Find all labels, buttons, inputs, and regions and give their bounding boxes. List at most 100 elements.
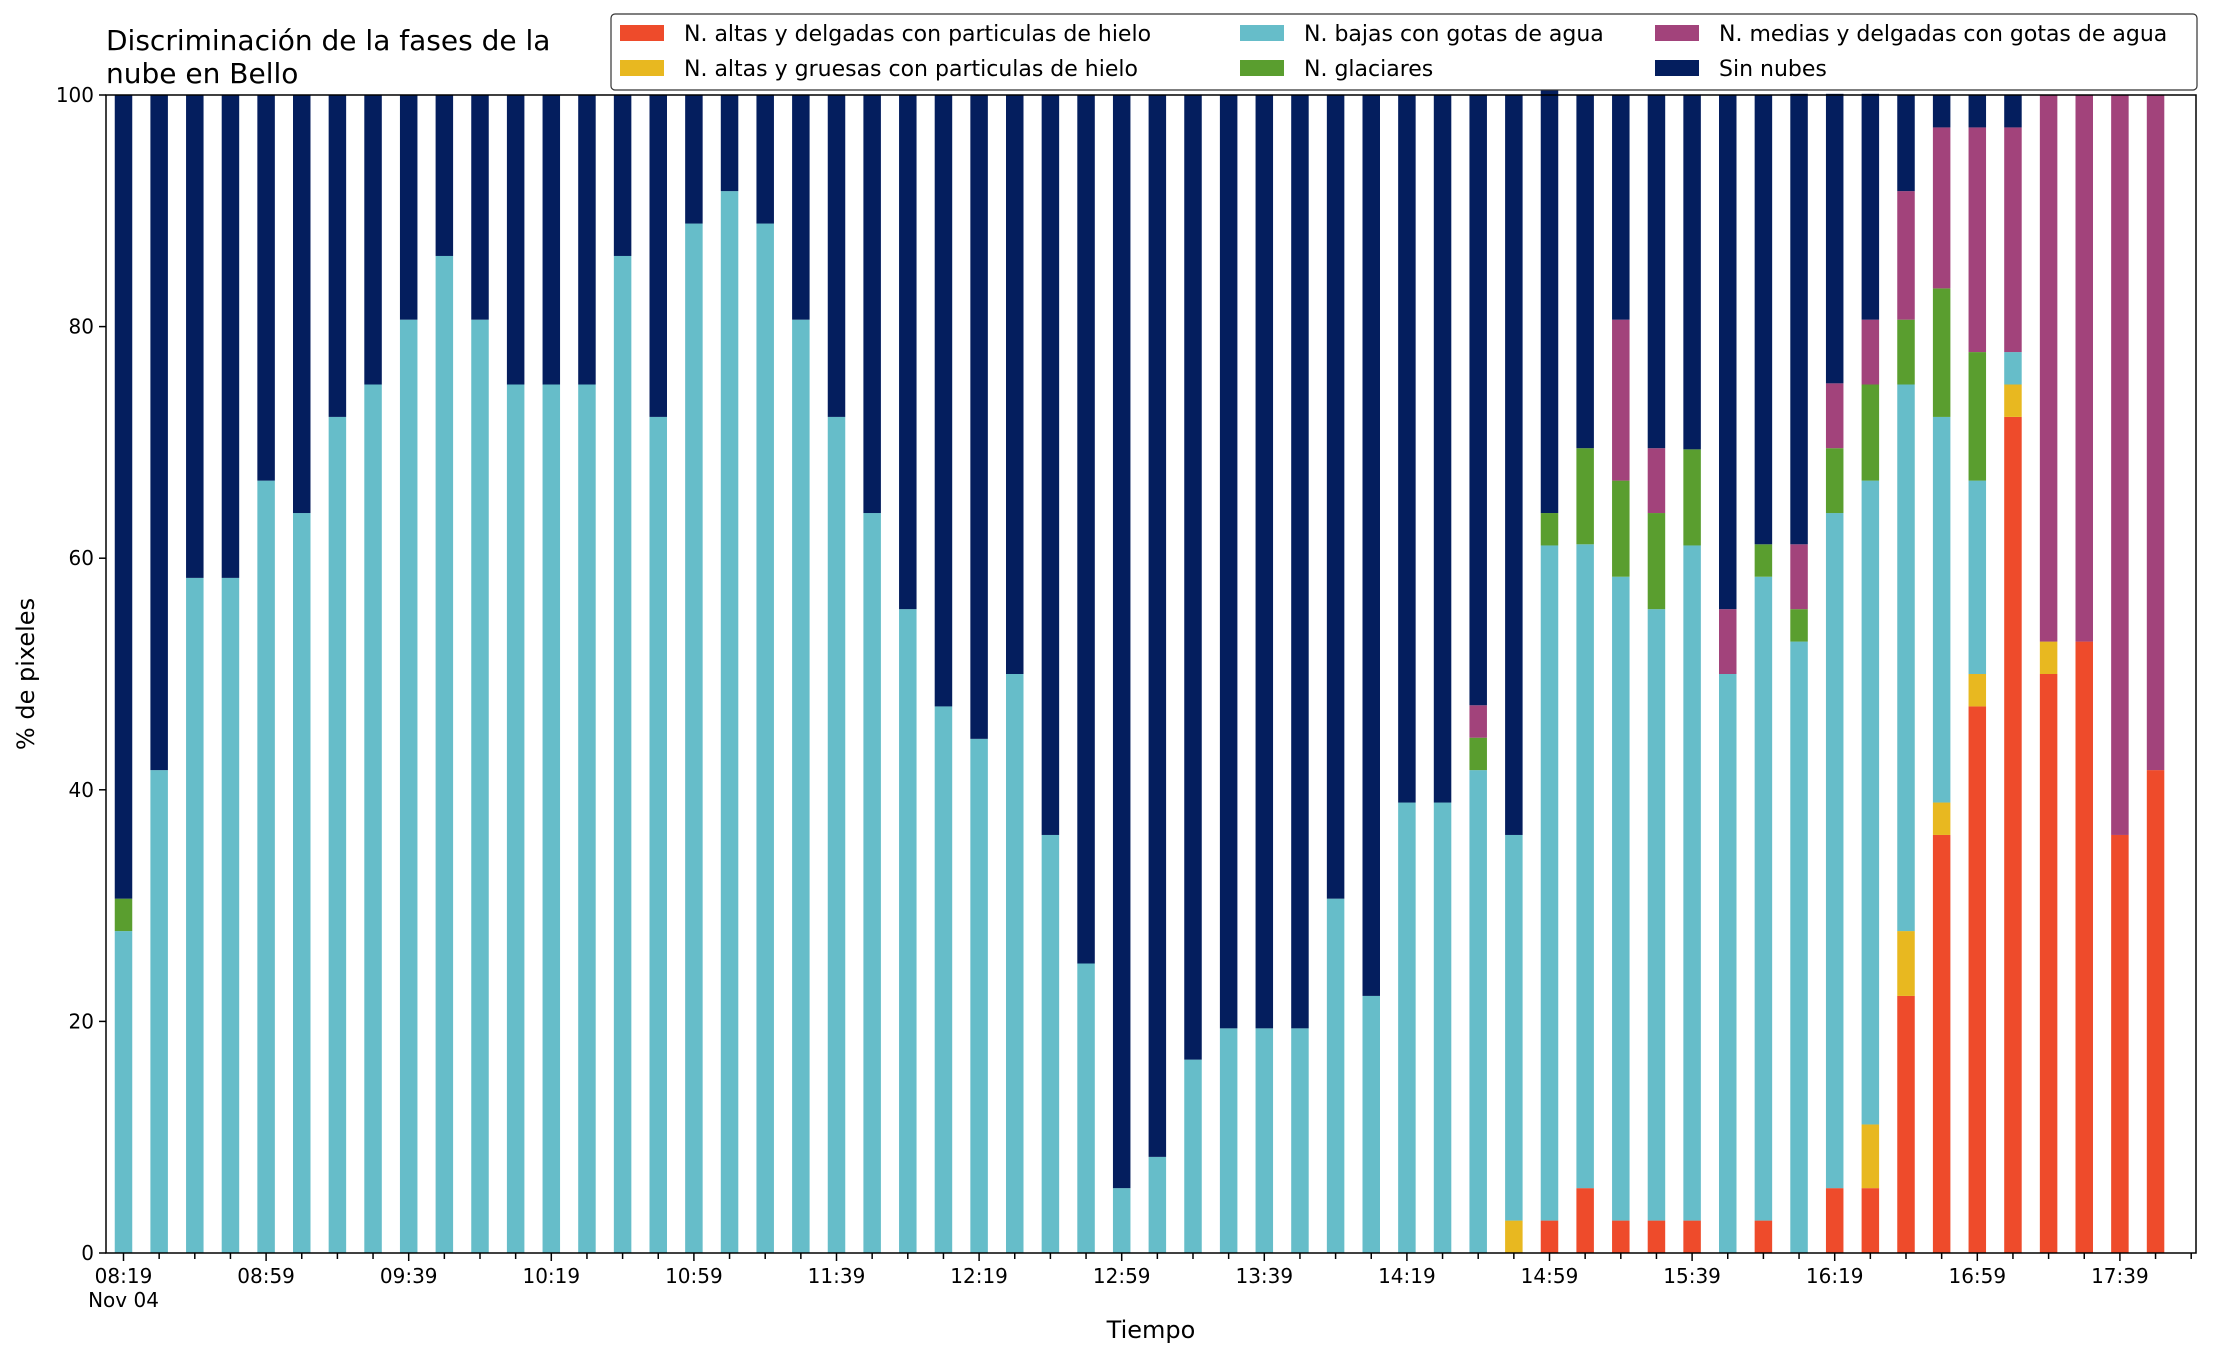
bar-segment-5-series-2 (293, 513, 311, 1253)
bar-segment-39-series-1 (1505, 1220, 1523, 1253)
x-tick-label-11: 15:39 (1663, 1264, 1721, 1288)
bar-segment-6-series-5 (328, 95, 347, 417)
x-tick-label-13: 16:59 (1948, 1264, 2006, 1288)
bar-segment-13-series-2 (578, 384, 596, 1253)
x-tick-label-3: 10:19 (522, 1264, 580, 1288)
bars-layer (114, 62, 2165, 1254)
bar-segment-11-series-2 (506, 384, 525, 1253)
bar-segment-8-series-2 (399, 319, 418, 1253)
chart-title-line-1: Discriminación de la fases de la (106, 24, 550, 57)
bar-segment-45-series-2 (1719, 674, 1737, 1253)
x-tick-label-2: 09:39 (380, 1264, 438, 1288)
bar-segment-10-series-5 (471, 95, 489, 320)
bar-segment-49-series-0 (1861, 1188, 1880, 1253)
bar-segment-21-series-2 (863, 513, 881, 1253)
bar-segment-51-series-4 (1932, 127, 1951, 289)
legend-label-4: N. medias y delgadas con gotas de agua (1719, 22, 2167, 47)
bar-segment-3-series-5 (221, 95, 240, 578)
bar-segment-39-series-2 (1505, 834, 1523, 1221)
bar-segment-12-series-2 (542, 384, 561, 1253)
legend-label-5: Sin nubes (1719, 57, 1827, 82)
bar-segment-3-series-2 (221, 577, 240, 1253)
bar-segment-36-series-5 (1398, 95, 1416, 803)
bar-segment-48-series-4 (1825, 383, 1844, 449)
bar-segment-50-series-4 (1897, 191, 1915, 320)
bar-segment-33-series-5 (1291, 95, 1309, 1029)
bar-segment-43-series-5 (1647, 95, 1666, 449)
bar-segment-16-series-2 (685, 223, 703, 1253)
bar-segment-32-series-2 (1255, 1028, 1274, 1253)
bar-segment-51-series-5 (1932, 95, 1951, 128)
bar-segment-13-series-5 (578, 95, 596, 385)
bar-segment-52-series-0 (1968, 706, 1987, 1253)
bar-segment-41-series-2 (1576, 544, 1594, 1189)
bar-segment-54-series-0 (2039, 674, 2058, 1253)
bar-segment-23-series-2 (934, 706, 953, 1253)
legend: N. altas y delgadas con particulas de hi… (610, 13, 2198, 91)
bar-segment-27-series-2 (1077, 963, 1095, 1253)
legend-box (610, 13, 2198, 91)
bar-segment-52-series-3 (1968, 352, 1987, 481)
bar-segment-42-series-0 (1612, 1220, 1630, 1253)
bar-segment-47-series-5 (1790, 93, 1808, 545)
bar-segment-43-series-2 (1647, 609, 1666, 1221)
bar-segment-53-series-4 (2004, 127, 2022, 353)
legend-label-3: N. glaciares (1304, 57, 1433, 82)
bar-segment-35-series-5 (1362, 95, 1380, 996)
y-axis-label: % de pixeles (12, 598, 40, 750)
bar-segment-19-series-5 (792, 95, 810, 320)
bar-segment-28-series-2 (1112, 1188, 1131, 1253)
bar-segment-0-series-5 (114, 95, 133, 899)
bar-segment-40-series-5 (1540, 62, 1559, 514)
bar-segment-42-series-5 (1612, 95, 1630, 320)
bar-segment-20-series-5 (827, 95, 846, 417)
legend-swatch-3 (1240, 60, 1284, 76)
bar-segment-15-series-5 (649, 95, 667, 417)
bar-segment-30-series-2 (1184, 1059, 1202, 1253)
bar-segment-40-series-2 (1540, 545, 1559, 1221)
bar-segment-53-series-1 (2004, 384, 2022, 417)
bar-segment-39-series-5 (1505, 95, 1523, 835)
chart-title-line-2: nube en Bello (106, 57, 298, 90)
legend-swatch-4 (1655, 25, 1699, 41)
bar-segment-44-series-0 (1683, 1220, 1701, 1253)
bar-segment-19-series-2 (792, 319, 810, 1253)
bar-segment-5-series-5 (293, 95, 311, 514)
y-tick-label-2: 40 (69, 778, 94, 802)
bar-segment-49-series-4 (1861, 319, 1880, 385)
bar-segment-43-series-0 (1647, 1220, 1666, 1253)
bar-segment-24-series-2 (970, 738, 988, 1253)
bar-segment-36-series-2 (1398, 802, 1416, 1253)
x-axis-label: Tiempo (1106, 1316, 1196, 1344)
bar-segment-45-series-5 (1719, 95, 1737, 610)
bar-segment-14-series-2 (613, 255, 632, 1253)
bar-segment-54-series-4 (2039, 95, 2058, 642)
x-tick-label-4: 10:59 (665, 1264, 723, 1288)
bar-segment-31-series-2 (1219, 1028, 1238, 1253)
plot-frame (105, 94, 2197, 1254)
bar-segment-56-series-4 (2111, 95, 2129, 835)
x-tick-label-7: 12:59 (1093, 1264, 1151, 1288)
bar-segment-26-series-2 (1041, 834, 1060, 1253)
legend-swatch-1 (620, 60, 664, 76)
bar-segment-55-series-0 (2075, 641, 2093, 1253)
bar-segment-45-series-4 (1719, 609, 1737, 674)
bar-segment-48-series-5 (1825, 93, 1844, 384)
bar-segment-32-series-5 (1255, 95, 1274, 1029)
y-tick-label-0: 0 (81, 1241, 94, 1265)
bar-segment-34-series-2 (1326, 898, 1345, 1253)
bar-segment-41-series-3 (1576, 448, 1594, 545)
bar-segment-51-series-0 (1932, 834, 1951, 1253)
bar-segment-38-series-3 (1469, 737, 1487, 771)
bar-segment-2-series-2 (186, 577, 204, 1253)
bar-segment-22-series-5 (899, 95, 917, 610)
bar-segment-50-series-5 (1897, 95, 1915, 192)
bar-segment-48-series-2 (1825, 513, 1844, 1189)
x-tick-label-9: 14:19 (1378, 1264, 1436, 1288)
bar-segment-18-series-2 (756, 223, 774, 1253)
bar-segment-27-series-5 (1077, 95, 1095, 964)
legend-swatch-5 (1655, 60, 1699, 76)
bar-segment-40-series-0 (1540, 1220, 1559, 1253)
